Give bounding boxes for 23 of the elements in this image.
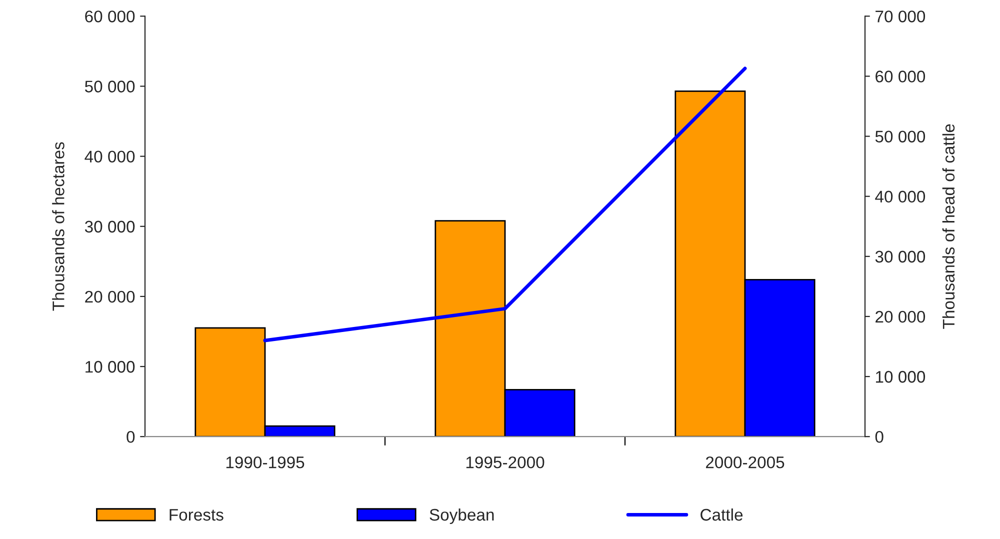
- y-tick-label: 30 000: [84, 220, 135, 233]
- y2-tick-label: 60 000: [876, 70, 926, 82]
- y-tick-label: 10 000: [86, 360, 135, 373]
- y2-axis-title: Thousands of head of cattle: [942, 124, 955, 329]
- x-tick-label: 1990-1995: [226, 456, 304, 468]
- y2-tick-label: 40 000: [875, 190, 926, 203]
- legend-label: Soybean: [430, 508, 494, 524]
- x-tick-label: 1995-2000: [466, 456, 544, 468]
- y-tick-label: 50 000: [84, 80, 135, 92]
- y2-tick-label: 0: [875, 430, 884, 443]
- y-tick-label: 40 000: [84, 150, 135, 163]
- legend-label: Cattle: [700, 508, 743, 521]
- y-axis-title: Thousands of hectares: [52, 142, 64, 311]
- y2-tick-label: 10 000: [876, 370, 926, 383]
- y2-tick-label: 20 000: [876, 310, 926, 323]
- y-tick-label: 20 000: [85, 290, 135, 303]
- y-tick-label: 0: [126, 430, 135, 443]
- y-tick-label: 60 000: [85, 10, 135, 22]
- y2-tick-label: 50 000: [875, 130, 926, 142]
- legend-label: Forests: [170, 509, 224, 521]
- x-tick-label: 2000-2005: [706, 456, 784, 468]
- y2-tick-label: 30 000: [875, 250, 926, 263]
- y2-tick-label: 70 000: [876, 10, 926, 22]
